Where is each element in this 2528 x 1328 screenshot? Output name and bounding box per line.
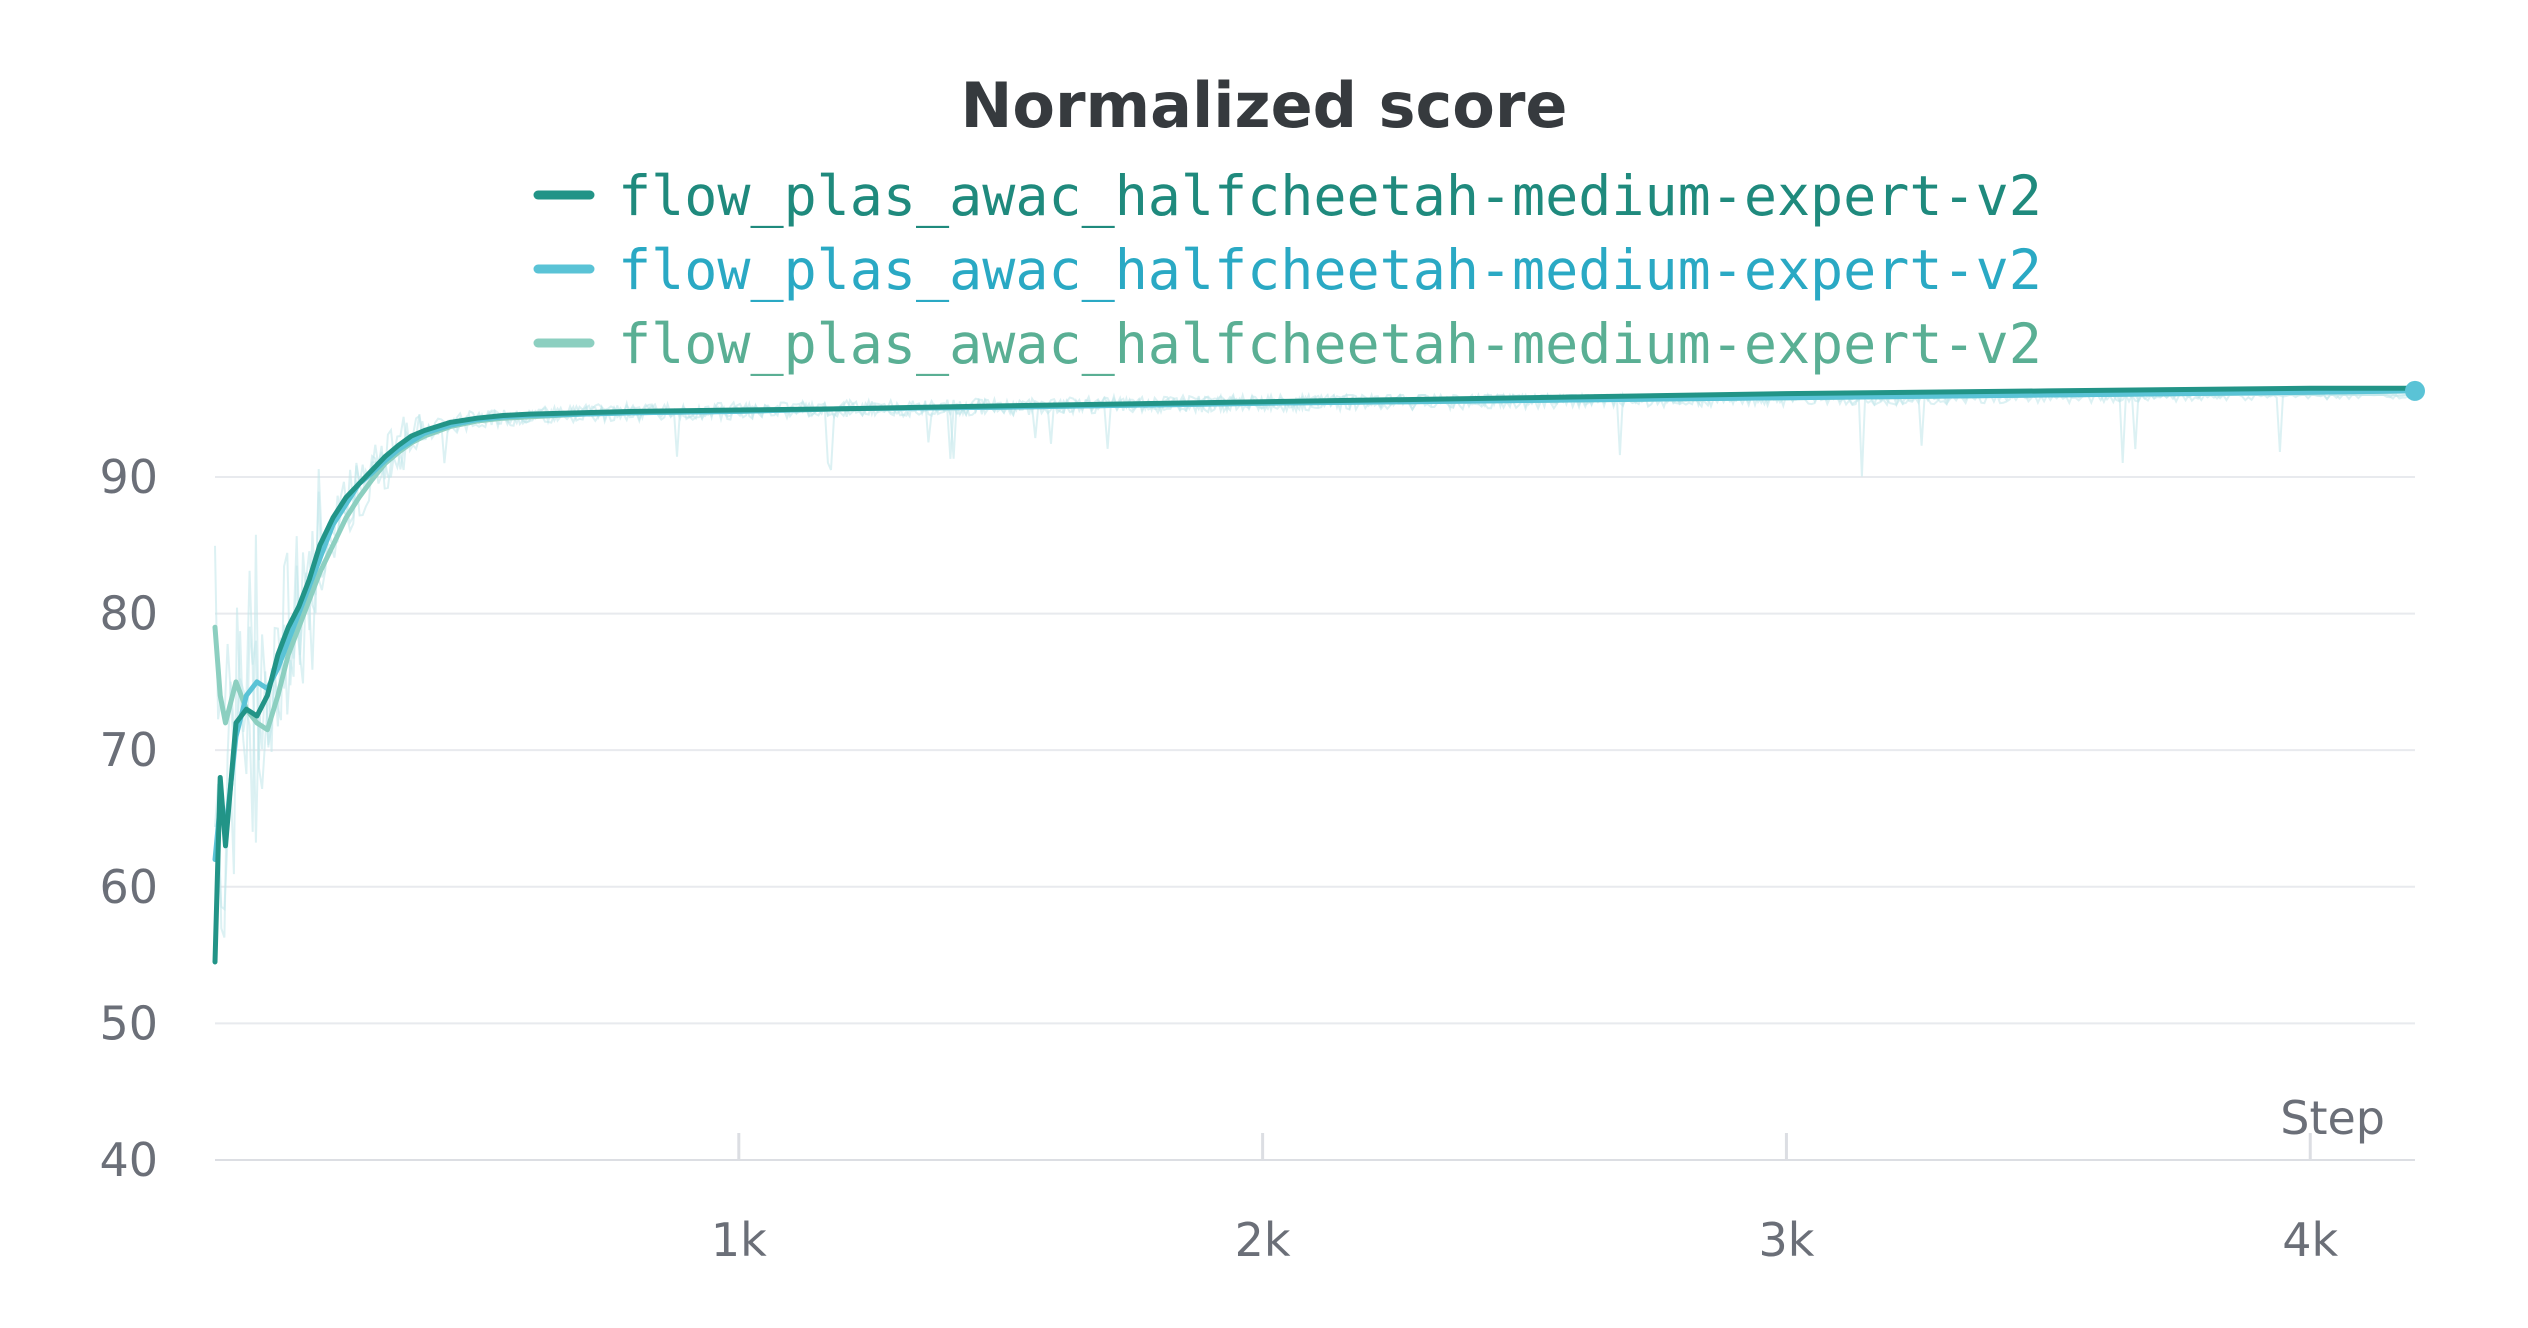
y-axis-ticks: 40 50 60 70 80 90	[99, 450, 158, 1187]
raw-series-line	[214, 391, 2416, 790]
x-tick-label: 3k	[1758, 1213, 1814, 1267]
legend-label: flow_plas_awac_halfcheetah-medium-expert…	[618, 164, 2042, 228]
raw-series-line	[214, 391, 2415, 965]
legend-label: flow_plas_awac_halfcheetah-medium-expert…	[618, 238, 2042, 302]
legend: flow_plas_awac_halfcheetah-medium-expert…	[533, 164, 2042, 376]
legend-label: flow_plas_awac_halfcheetah-medium-expert…	[618, 312, 2042, 376]
y-tick-label: 40	[99, 1133, 158, 1187]
x-tick-label: 4k	[2282, 1213, 2338, 1267]
x-tick-label: 2k	[1235, 1213, 1291, 1267]
y-tick-label: 50	[99, 996, 158, 1050]
y-tick-label: 90	[99, 450, 158, 504]
x-tick-label: 1k	[711, 1213, 767, 1267]
x-axis-label: Step	[2280, 1091, 2385, 1145]
grid-lines	[215, 475, 2415, 1161]
y-tick-label: 70	[99, 723, 158, 777]
end-point-marker	[2405, 380, 2425, 401]
series-line	[212, 385, 2418, 965]
y-tick-label: 60	[99, 860, 158, 914]
chart-title: Normalized score	[961, 69, 1568, 142]
x-axis-ticks: 1k 2k 3k 4k	[711, 1133, 2339, 1267]
raw-data-lines	[214, 391, 2416, 965]
series-line	[212, 388, 2418, 733]
series-line	[212, 388, 2418, 862]
y-tick-label: 80	[99, 587, 158, 641]
series-lines	[212, 385, 2418, 965]
